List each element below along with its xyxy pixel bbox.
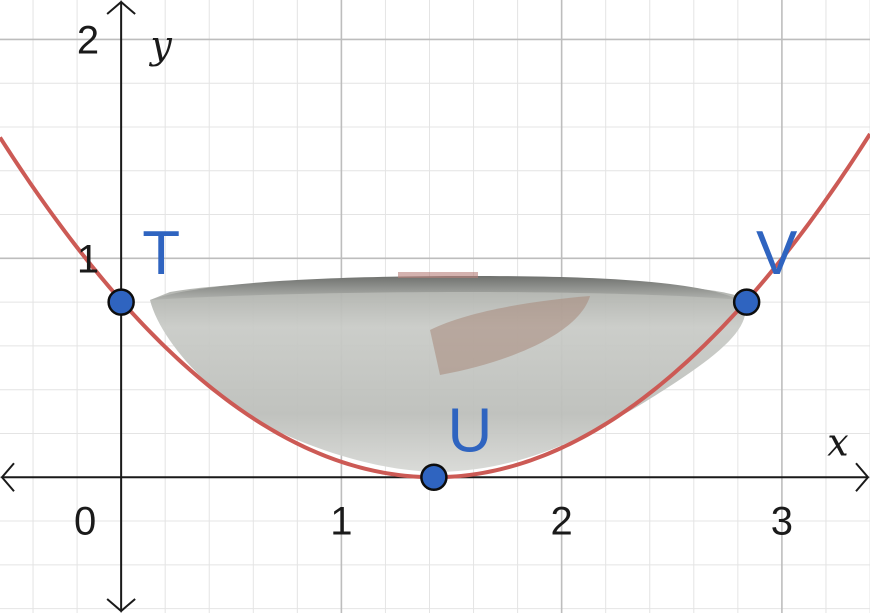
y-tick-label: 2: [77, 18, 99, 62]
bowl-rim: [150, 276, 740, 300]
x-tick-label: 3: [771, 499, 793, 543]
y-axis-arrow-bottom: [106, 598, 136, 613]
point-label-t: T: [142, 219, 180, 288]
y-axis-label: y: [148, 23, 172, 67]
bowl-photo: [150, 272, 745, 472]
x-axis-arrow-left: [0, 462, 15, 492]
bowl-body: [150, 279, 745, 472]
y-tick-label: 1: [77, 237, 99, 281]
points: T U V: [107, 219, 798, 492]
point-label-u: U: [448, 396, 493, 465]
x-axis-arrow-right: [855, 462, 870, 492]
point-t: [107, 288, 135, 316]
x-axis-label: x: [827, 420, 848, 464]
y-axis-arrow-top: [106, 0, 136, 15]
point-label-v: V: [756, 219, 798, 288]
x-tick-label: 0: [74, 499, 96, 543]
point-u: [420, 463, 448, 492]
point-v: [732, 288, 761, 316]
x-tick-label: 1: [330, 499, 352, 543]
bowl-highlight: [398, 272, 478, 278]
bowl-reflection: [430, 296, 590, 375]
x-tick-label: 2: [551, 499, 573, 543]
tick-labels: 0 1 2 3 1 2 x y: [74, 18, 849, 543]
